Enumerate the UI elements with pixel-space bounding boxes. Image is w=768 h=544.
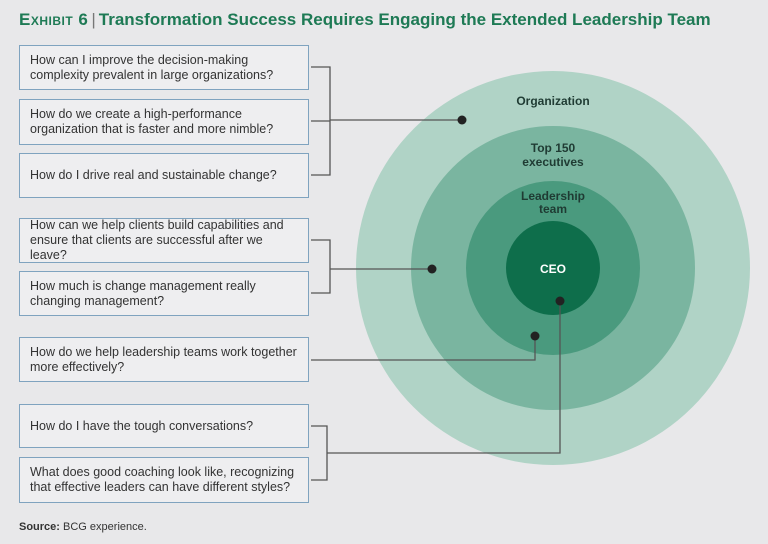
- question-box: How do I have the tough conversations?: [19, 404, 309, 448]
- source-label: Source:: [19, 521, 60, 533]
- connector-leadership: [311, 336, 536, 361]
- title-separator: |: [91, 10, 96, 29]
- label-leadership-2: team: [539, 202, 567, 216]
- dot-organization: [457, 115, 467, 125]
- connector-organization: [311, 66, 462, 176]
- question-box: How much is change management really cha…: [19, 271, 309, 316]
- exhibit-title: Exhibit 6 | Transformation Success Require…: [19, 10, 711, 30]
- exhibit-number: Exhibit 6: [19, 10, 89, 29]
- dot-leadership: [530, 331, 540, 341]
- dot-top150: [427, 264, 437, 274]
- ring-ceo: [506, 221, 600, 315]
- title-text: Transformation Success Requires Engaging…: [98, 10, 711, 29]
- question-box: How do I drive real and sustainable chan…: [19, 153, 309, 198]
- question-box: How can we help clients build capabiliti…: [19, 218, 309, 263]
- dot-ceo: [555, 296, 565, 306]
- label-organization: Organization: [516, 94, 589, 108]
- label-top150-2: executives: [522, 155, 584, 169]
- question-box: How do we help leadership teams work tog…: [19, 337, 309, 382]
- source-note: Source: BCG experience.: [19, 521, 147, 533]
- label-leadership-1: Leadership: [521, 189, 585, 203]
- label-ceo: CEO: [540, 262, 566, 276]
- label-top150-1: Top 150: [531, 141, 576, 155]
- connector-top150: [311, 239, 432, 294]
- question-box: How can I improve the decision-making co…: [19, 45, 309, 90]
- connector-ceo: [311, 301, 561, 481]
- source-text: BCG experience.: [63, 521, 147, 533]
- question-box: What does good coaching look like, recog…: [19, 457, 309, 503]
- question-box: How do we create a high-performance orga…: [19, 99, 309, 145]
